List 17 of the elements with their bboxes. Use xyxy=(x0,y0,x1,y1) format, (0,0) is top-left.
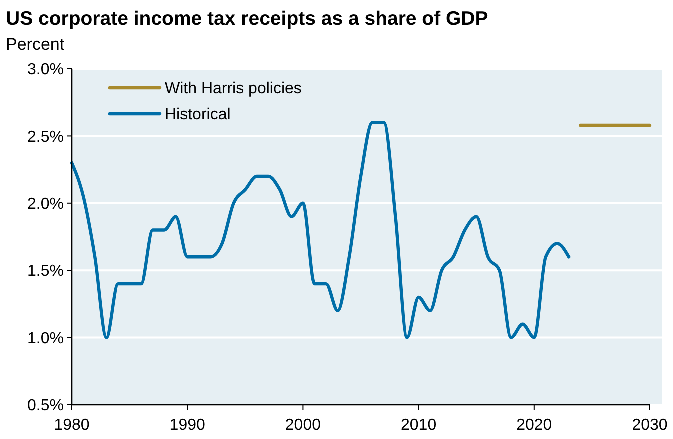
line-series xyxy=(70,121,571,340)
y-tick-label: 2.5% xyxy=(28,128,64,146)
legend-label: Historical xyxy=(165,106,231,124)
x-tick-label: 2000 xyxy=(285,417,322,434)
chart-title: US corporate income tax receipts as a share of GDP xyxy=(6,8,488,30)
chart-subtitle: Percent xyxy=(6,35,65,54)
y-tick-label: 2.0% xyxy=(28,196,64,213)
y-tick-label: 1.0% xyxy=(28,330,64,348)
x-tick-label: 2010 xyxy=(401,417,437,434)
x-tick-label: 1980 xyxy=(54,417,90,434)
y-tick-label: 0.5% xyxy=(28,398,64,415)
legend-label: With Harris policies xyxy=(165,80,302,98)
x-tick-label: 2020 xyxy=(516,417,552,434)
y-tick-label: 1.5% xyxy=(28,263,64,280)
y-tick-label: 3.0% xyxy=(28,62,64,79)
x-tick-label: 2030 xyxy=(632,417,668,434)
x-tick-label: 1990 xyxy=(170,417,206,434)
